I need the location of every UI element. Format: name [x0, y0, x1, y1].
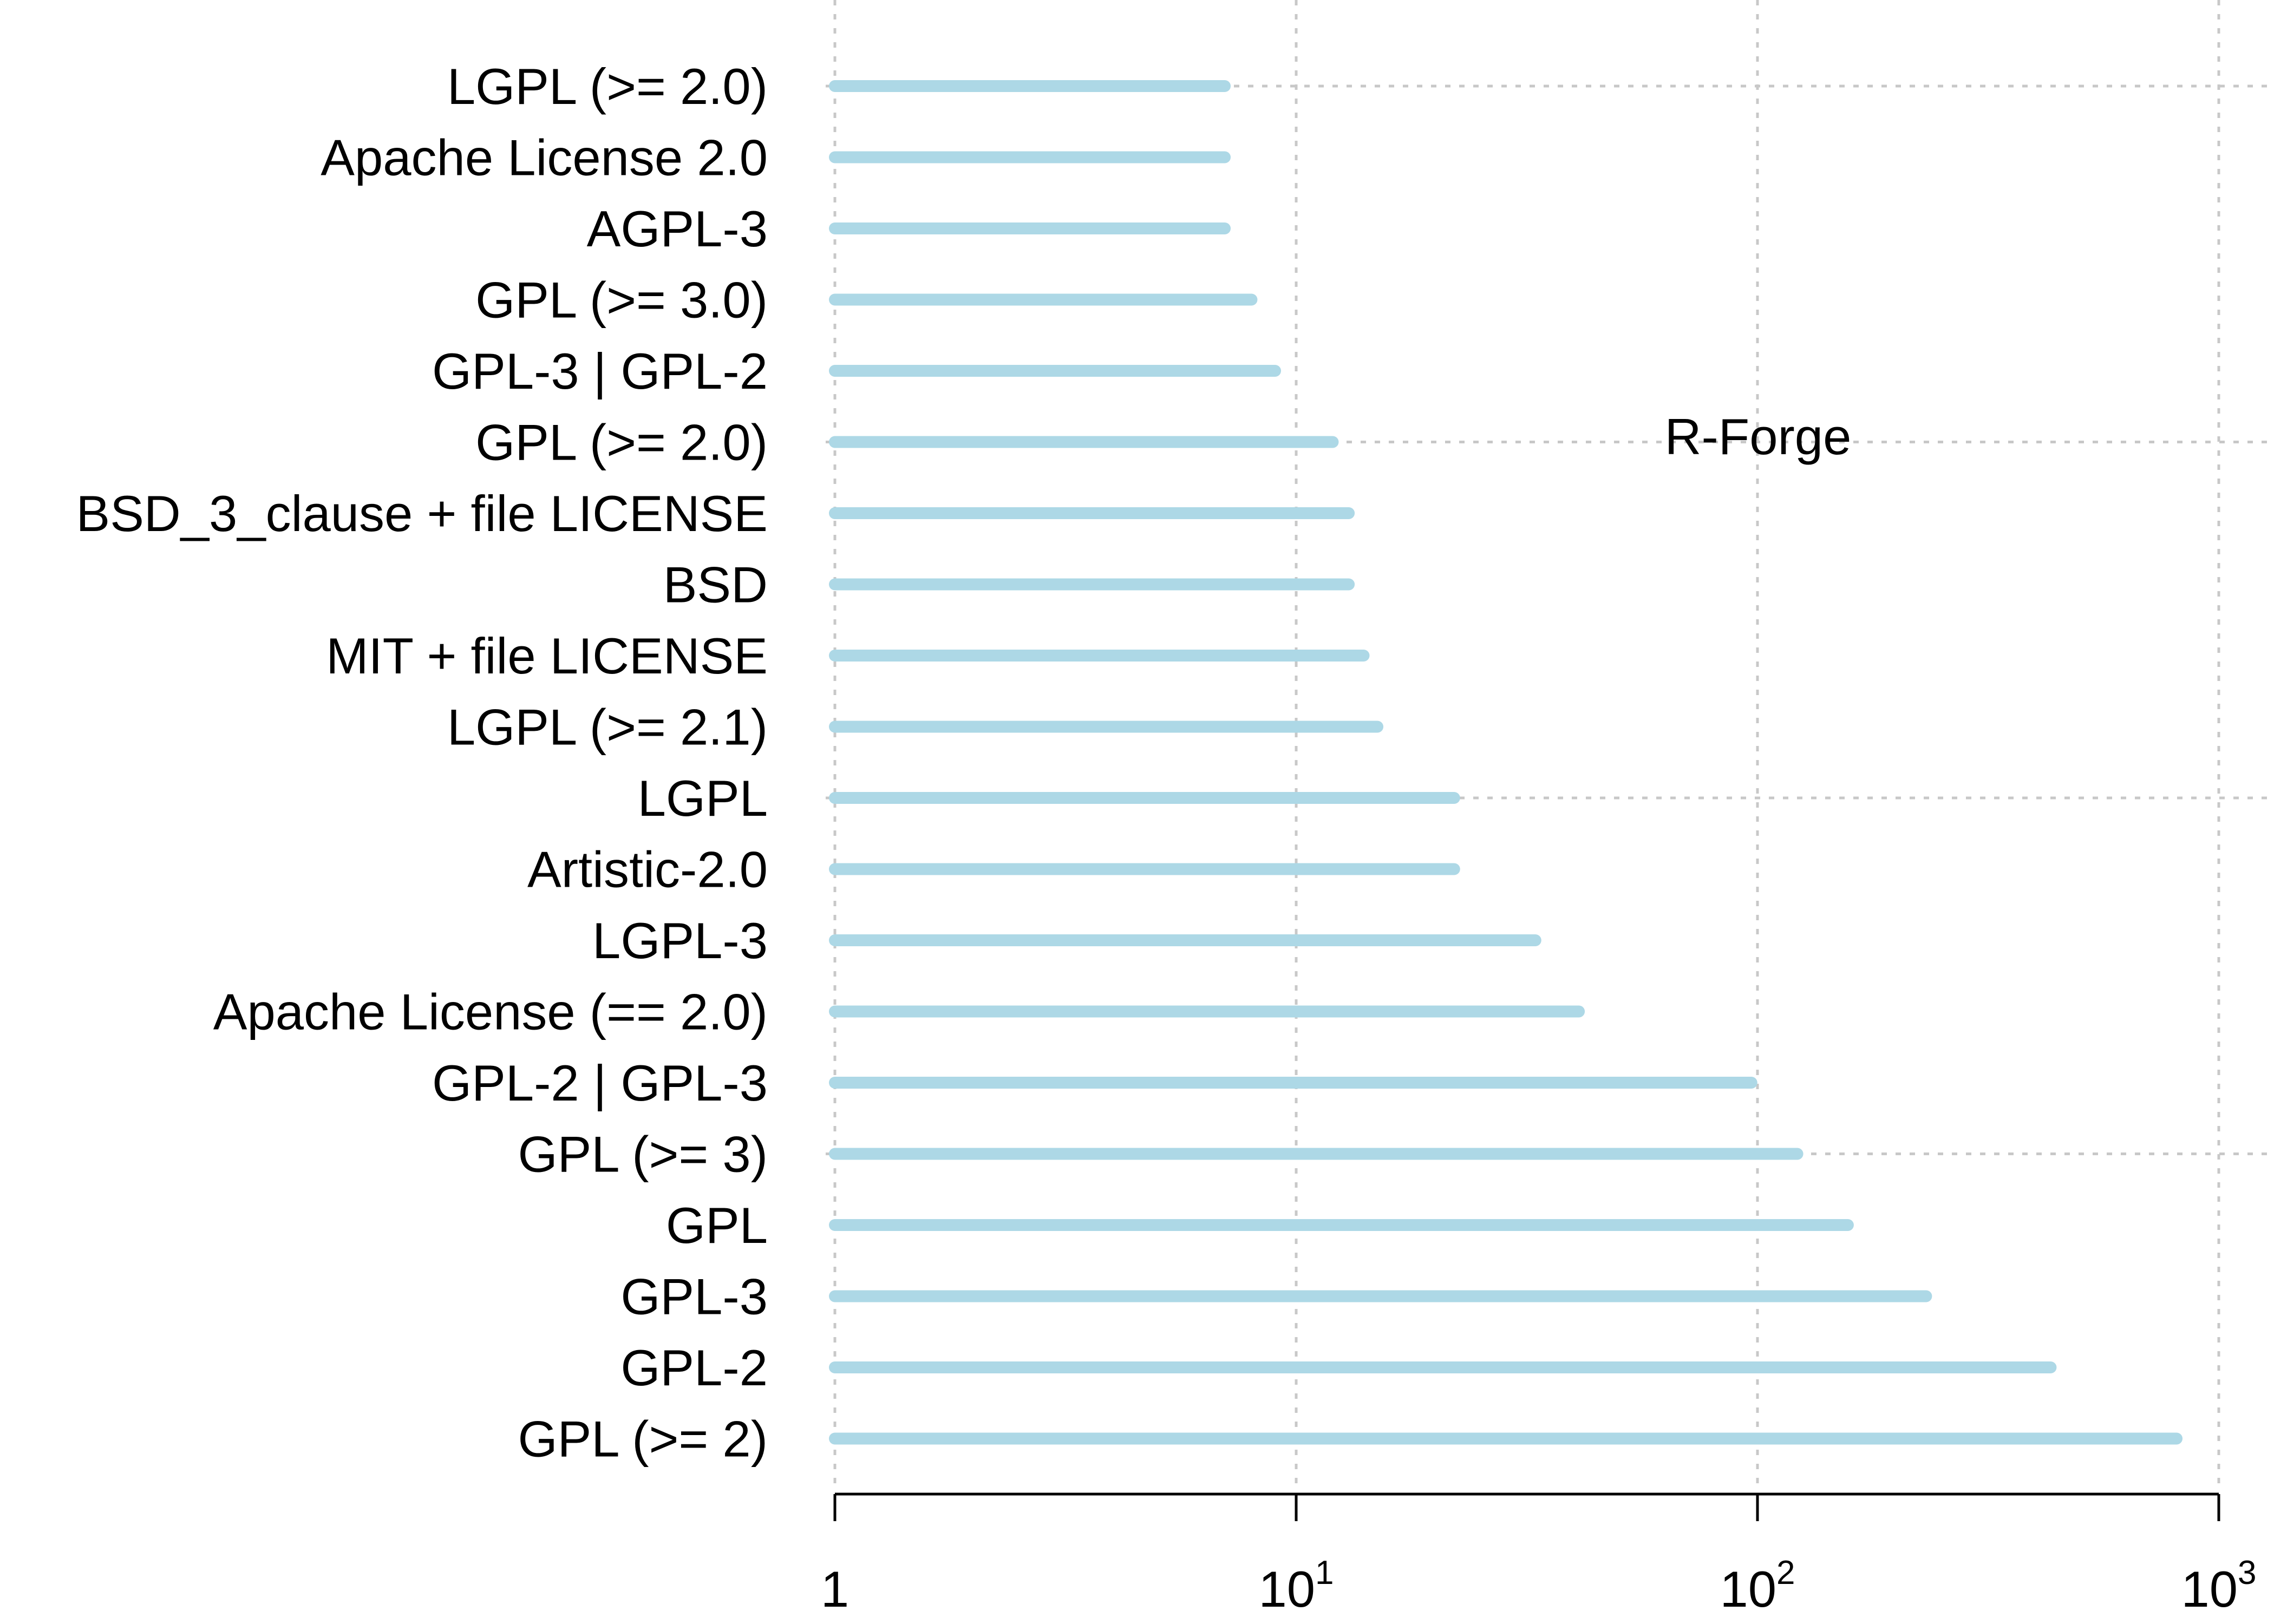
category-label-9: LGPL (>= 2.1) — [447, 699, 768, 756]
category-labels: LGPL (>= 2.0) Apache License 2.0 AGPL-3 GPL… — [76, 58, 768, 1468]
category-label-14: GPL-2 | GPL-3 — [432, 1055, 768, 1111]
x-tick-label-3: 103 — [2181, 1554, 2256, 1618]
category-label-13: Apache License (== 2.0) — [213, 984, 768, 1040]
category-label-15: GPL (>= 3) — [518, 1126, 768, 1183]
category-label-19: GPL (>= 2) — [518, 1411, 768, 1468]
x-axis: 1 101 102 103 — [821, 1492, 2257, 1618]
category-label-4: GPL-3 | GPL-2 — [432, 343, 768, 400]
category-label-6: BSD_3_clause + file LICENSE — [76, 485, 768, 542]
category-label-17: GPL-3 — [620, 1268, 768, 1325]
category-label-18: GPL-2 — [620, 1339, 768, 1396]
x-tick-label-2: 102 — [1720, 1554, 1795, 1618]
category-label-1: Apache License 2.0 — [321, 129, 768, 186]
category-label-12: LGPL-3 — [592, 912, 768, 969]
category-label-10: LGPL — [638, 770, 768, 827]
category-label-7: BSD — [663, 556, 768, 613]
category-label-16: GPL — [666, 1197, 768, 1254]
chart-annotation: R-Forge — [1665, 408, 1852, 465]
category-label-11: Artistic-2.0 — [527, 841, 768, 898]
category-label-5: GPL (>= 2.0) — [475, 414, 768, 471]
category-label-0: LGPL (>= 2.0) — [447, 58, 768, 115]
x-tick-label-0: 1 — [821, 1561, 849, 1618]
category-label-3: GPL (>= 3.0) — [475, 272, 768, 329]
category-label-8: MIT + file LICENSE — [326, 627, 768, 684]
x-tick-label-1: 101 — [1258, 1554, 1334, 1618]
category-label-2: AGPL-3 — [587, 200, 768, 257]
bars — [829, 80, 2183, 1445]
